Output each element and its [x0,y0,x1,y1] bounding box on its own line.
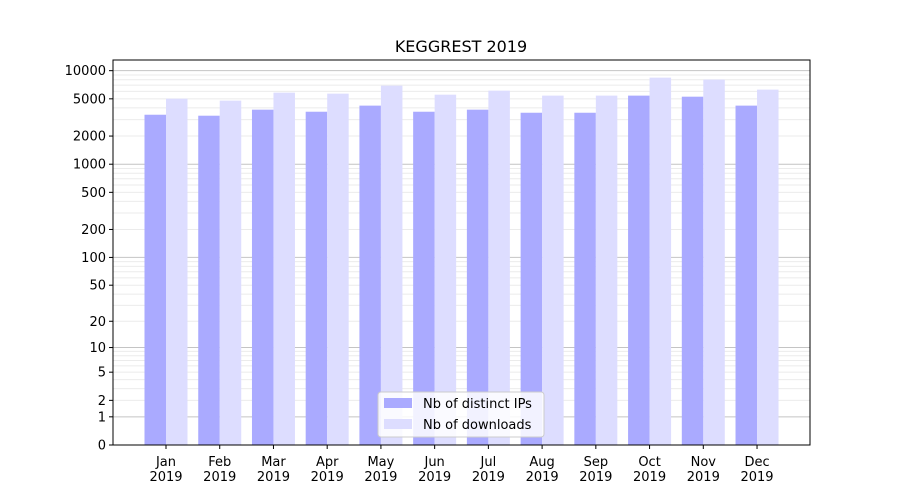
chart-title: KEGGREST 2019 [395,37,527,56]
bar-downloads [380,85,403,446]
y-tick-label: 500 [81,186,106,201]
bar-distinct-ips [251,109,274,445]
bar-distinct-ips [520,112,543,445]
x-tick-label: Nov 2019 [687,455,720,485]
y-tick-label: 1000 [73,158,106,173]
legend-label: Nb of downloads [423,418,532,433]
y-tick-label: 10000 [65,64,106,79]
bar-distinct-ips [359,105,381,446]
bar-downloads [327,93,349,445]
y-tick-label: 1 [98,410,106,425]
x-tick-label: Feb 2019 [203,455,236,485]
plot-frame [112,59,811,446]
y-tick-label: 20 [89,315,106,330]
x-tick-label: Mar 2019 [257,455,290,485]
bar-downloads [219,100,242,445]
bar-downloads [488,90,510,445]
legend-label: Nb of distinct IPs [423,397,532,412]
x-tick-label: Jun 2019 [418,455,451,485]
bar-downloads [166,98,188,445]
y-tick-label: 200 [81,223,106,238]
bar-distinct-ips [628,95,650,445]
x-tick-label: Apr 2019 [311,455,344,485]
x-tick-label: Aug 2019 [526,455,559,485]
bar-distinct-ips [198,115,220,445]
y-tick-label: 2 [98,394,106,409]
bar-distinct-ips [413,111,435,445]
legend-swatch [384,398,412,408]
bar-downloads [757,89,779,445]
x-tick-label: May 2019 [364,455,397,485]
y-tick-label: 50 [89,279,106,294]
x-tick-label: Sep 2019 [579,455,612,485]
legend-box [377,391,545,438]
bar-distinct-ips [466,109,489,445]
bar-distinct-ips [144,114,166,445]
bar-distinct-ips [681,96,704,445]
bar-downloads [595,95,618,445]
bar-downloads [542,95,564,445]
x-tick-label: Jan 2019 [149,455,182,485]
bar-distinct-ips [574,112,596,445]
bar-distinct-ips [305,111,328,445]
bar-distinct-ips [735,105,758,446]
legend: Nb of distinct IPs Nb of downloads [377,391,545,438]
x-tick-label: Jul 2019 [472,455,505,485]
y-tick-label: 2000 [73,130,106,145]
y-tick-label: 5 [98,366,106,381]
bar-downloads [273,92,295,445]
legend-swatch [384,419,412,429]
bar-downloads [649,77,672,445]
y-tick-label: 0 [98,439,106,454]
bar-downloads [703,79,725,445]
bar-downloads [434,94,457,445]
x-tick-label: Dec 2019 [740,455,773,485]
y-tick-label: 5000 [73,92,106,107]
y-tick-label: 100 [81,251,106,266]
y-tick-label: 10 [89,341,106,356]
x-tick-label: Oct 2019 [633,455,666,485]
